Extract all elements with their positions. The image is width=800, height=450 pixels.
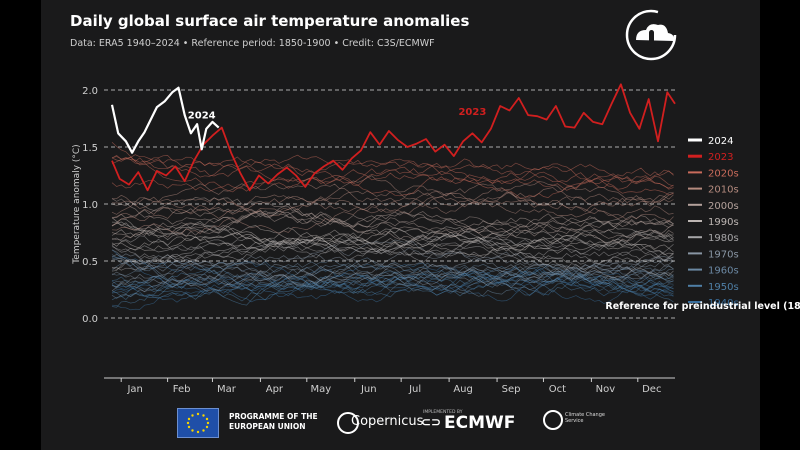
series-line-2023	[111, 83, 676, 192]
decade-line-1990s	[111, 225, 674, 251]
x-tick-label: Jan	[126, 384, 142, 395]
decade-line-1970s	[111, 263, 674, 288]
decade-line-2000s	[111, 203, 674, 233]
legend-label-2010s: 2010s	[708, 185, 739, 196]
decade-line-1960s	[111, 262, 674, 299]
c3s-logo-icon	[543, 410, 563, 430]
grid-layer: 0.0 0.5 1.0 1.5 2.0	[82, 86, 675, 325]
decade-line-2020s	[111, 154, 674, 184]
page-subtitle: Data: ERA5 1940–2024 • Reference period:…	[70, 38, 435, 49]
page-title: Daily global surface air temperature ano…	[70, 12, 470, 30]
decade-line-1980s	[111, 230, 674, 259]
legend-label-1990s: 1990s	[708, 217, 739, 228]
x-tick-label: May	[310, 384, 331, 395]
decade-line-2000s	[111, 206, 674, 245]
decade-line-1970s	[111, 247, 674, 286]
x-tick-label: Apr	[266, 384, 284, 395]
eu-programme-label: PROGRAMME OF THE EUROPEAN UNION	[229, 412, 318, 431]
y-tick-label: 1.5	[82, 143, 98, 154]
decade-line-1990s	[111, 218, 674, 257]
x-tick-label: Aug	[453, 384, 473, 395]
decade-line-1990s	[111, 221, 674, 253]
x-tick-label: Feb	[173, 384, 191, 395]
decade-line-2020s	[111, 157, 674, 199]
legend-label-1980s: 1980s	[708, 233, 739, 244]
decade-line-2020s	[111, 154, 674, 189]
annotation-label: Reference for preindustrial level (1850–…	[605, 301, 800, 312]
decade-line-1970s	[111, 239, 674, 277]
annotation-label: 2024	[188, 111, 216, 122]
decade-line-2000s	[111, 197, 674, 239]
legend-layer: 2024 2023 2020s 2010s 2000s 1990s 1980s 1970s 19…	[688, 136, 739, 309]
x-tick-label: Nov	[596, 384, 616, 395]
decade-line-2010s	[111, 193, 674, 220]
x-tick-label: Mar	[217, 384, 237, 395]
decade-lines-layer	[111, 141, 674, 311]
y-axis-label: Temperature anomaly (°C)	[72, 144, 82, 264]
x-tick-label: Jul	[408, 384, 421, 395]
axis-layer: Jan Feb Mar Apr May Jun Jul Aug Sep Oct Nov Dec Temp…	[72, 144, 675, 395]
x-tick-label: Oct	[549, 384, 566, 395]
decade-line-2000s	[111, 210, 674, 241]
footer-logos: PROGRAMME OF THE EUROPEAN UNION Copernic…	[41, 400, 760, 450]
decade-line-2020s	[111, 141, 674, 189]
decade-line-1990s	[111, 217, 674, 252]
legend-label-2020s: 2020s	[708, 168, 739, 179]
ecmwf-logo-text: ECMWF	[444, 413, 516, 433]
copernicus-logo-text: Copernicus	[351, 414, 424, 429]
decade-line-1980s	[111, 234, 674, 279]
series-layer	[110, 83, 676, 192]
decade-line-2010s	[111, 175, 674, 226]
c3s-thermometer-icon	[625, 9, 677, 61]
decade-line-1990s	[111, 220, 674, 254]
legend-label-1970s: 1970s	[708, 249, 739, 260]
x-tick-label: Sep	[502, 384, 521, 395]
decade-line-2020s	[111, 166, 674, 192]
decade-line-1990s	[111, 229, 674, 256]
series-line-2024	[110, 86, 220, 154]
annotation-layer: 2024 2023 Reference for preindustrial leve…	[188, 107, 800, 312]
y-tick-label: 1.0	[82, 200, 98, 211]
decade-line-1940s	[111, 262, 674, 303]
x-tick-label: Jun	[360, 384, 377, 395]
decade-line-1960s	[111, 259, 674, 286]
decade-line-2010s	[111, 192, 674, 219]
legend-label-1940s: 1940s	[708, 298, 739, 309]
decade-line-1980s	[111, 232, 674, 272]
y-tick-label: 0.5	[82, 257, 98, 268]
copernicus-logo-icon	[337, 412, 359, 434]
decade-line-1980s	[111, 237, 674, 270]
y-tick-label: 0.0	[82, 314, 98, 325]
decade-line-1960s	[111, 257, 674, 287]
legend-label-2023: 2023	[708, 152, 733, 163]
legend-label-2024: 2024	[708, 136, 733, 147]
ecmwf-implemented-label: IMPLEMENTED BY	[423, 410, 463, 415]
y-tick-label: 2.0	[82, 86, 98, 97]
ecmwf-logo-icon: ⊂⊃	[421, 415, 442, 429]
decade-line-1970s	[111, 249, 674, 274]
decade-line-2010s	[111, 181, 674, 221]
eu-flag-icon	[177, 408, 219, 438]
legend-label-2000s: 2000s	[708, 201, 739, 212]
decade-line-1970s	[111, 257, 674, 293]
x-tick-label: Dec	[642, 384, 661, 395]
decade-line-2010s	[111, 191, 674, 235]
legend-label-1950s: 1950s	[708, 282, 739, 293]
annotation-label: 2023	[458, 107, 486, 118]
decade-line-2010s	[111, 183, 674, 215]
c3s-logo-text: Climate Change Service	[565, 412, 605, 424]
decade-line-1950s	[111, 279, 674, 306]
decade-line-2020s	[111, 156, 674, 197]
legend-label-1960s: 1960s	[708, 266, 739, 277]
decade-line-2000s	[111, 210, 674, 238]
decade-line-2000s	[111, 198, 674, 233]
